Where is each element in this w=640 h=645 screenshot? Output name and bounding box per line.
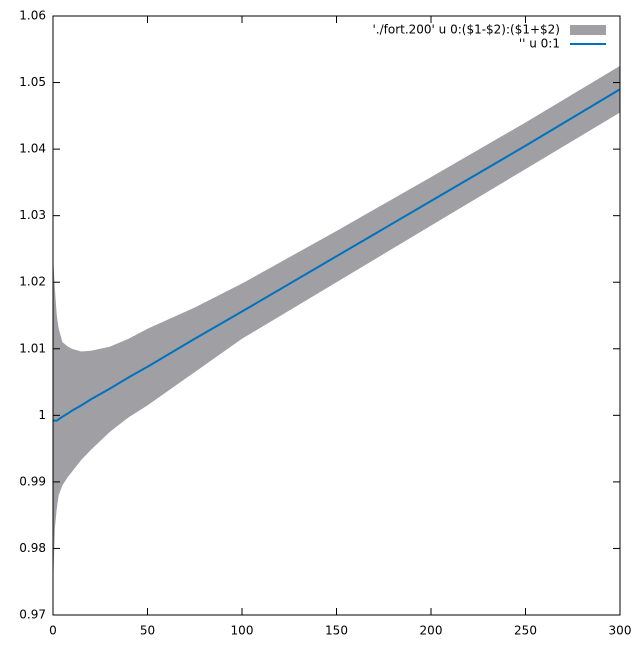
- line-series: [53, 88, 621, 422]
- x-tick-label: 100: [231, 624, 254, 638]
- y-tick-label: 1.05: [19, 75, 46, 89]
- x-tick-label: 150: [325, 624, 348, 638]
- x-tick-label: 200: [420, 624, 443, 638]
- plot-border: [52, 15, 621, 616]
- y-tick-label: 1.03: [19, 208, 46, 222]
- y-tick-label: 0.99: [19, 474, 46, 488]
- legend-label: './fort.200' u 0:($1-$2):($1+$2): [372, 23, 560, 37]
- y-tick-label: 1.06: [19, 9, 46, 23]
- x-tick-label: 0: [49, 624, 57, 638]
- y-tick-label: 1.02: [19, 275, 46, 289]
- y-tick-label: 1.01: [19, 341, 46, 355]
- x-tick-label: 50: [140, 624, 155, 638]
- y-tick-label: 1.04: [19, 142, 46, 156]
- x-tick-label: 250: [514, 624, 537, 638]
- y-tick-label: 1: [38, 408, 46, 422]
- legend-swatch: [570, 25, 606, 35]
- y-tick-label: 0.98: [19, 541, 46, 555]
- band-area: [53, 65, 620, 589]
- x-tick-label: 300: [609, 624, 632, 638]
- y-tick-label: 0.97: [19, 608, 46, 622]
- legend-label: '' u 0:1: [519, 37, 560, 51]
